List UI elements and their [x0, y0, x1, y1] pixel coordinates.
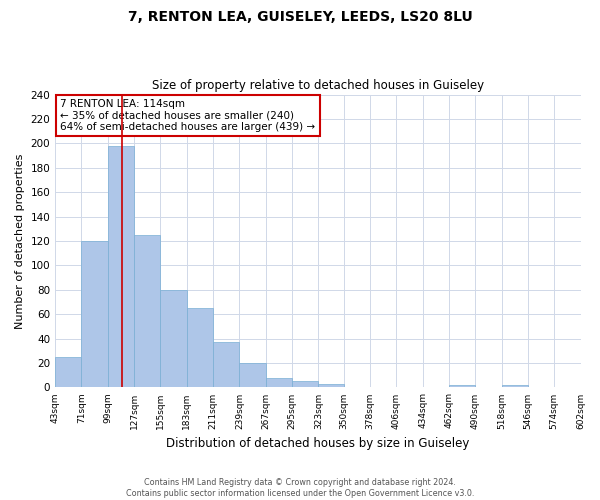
- Bar: [134, 235, 160, 388]
- Bar: [55, 357, 82, 388]
- Bar: [449, 385, 475, 388]
- Text: Contains HM Land Registry data © Crown copyright and database right 2024.
Contai: Contains HM Land Registry data © Crown c…: [126, 478, 474, 498]
- Bar: [239, 363, 266, 388]
- Bar: [187, 308, 213, 388]
- Bar: [292, 382, 319, 388]
- Bar: [82, 241, 108, 388]
- Bar: [108, 146, 134, 388]
- Text: 7 RENTON LEA: 114sqm
← 35% of detached houses are smaller (240)
64% of semi-deta: 7 RENTON LEA: 114sqm ← 35% of detached h…: [61, 99, 316, 132]
- Y-axis label: Number of detached properties: Number of detached properties: [15, 154, 25, 328]
- Title: Size of property relative to detached houses in Guiseley: Size of property relative to detached ho…: [152, 79, 484, 92]
- Bar: [213, 342, 239, 388]
- Text: 7, RENTON LEA, GUISELEY, LEEDS, LS20 8LU: 7, RENTON LEA, GUISELEY, LEEDS, LS20 8LU: [128, 10, 472, 24]
- Bar: [319, 384, 344, 388]
- Bar: [160, 290, 187, 388]
- Bar: [502, 385, 528, 388]
- X-axis label: Distribution of detached houses by size in Guiseley: Distribution of detached houses by size …: [166, 437, 470, 450]
- Bar: [266, 378, 292, 388]
